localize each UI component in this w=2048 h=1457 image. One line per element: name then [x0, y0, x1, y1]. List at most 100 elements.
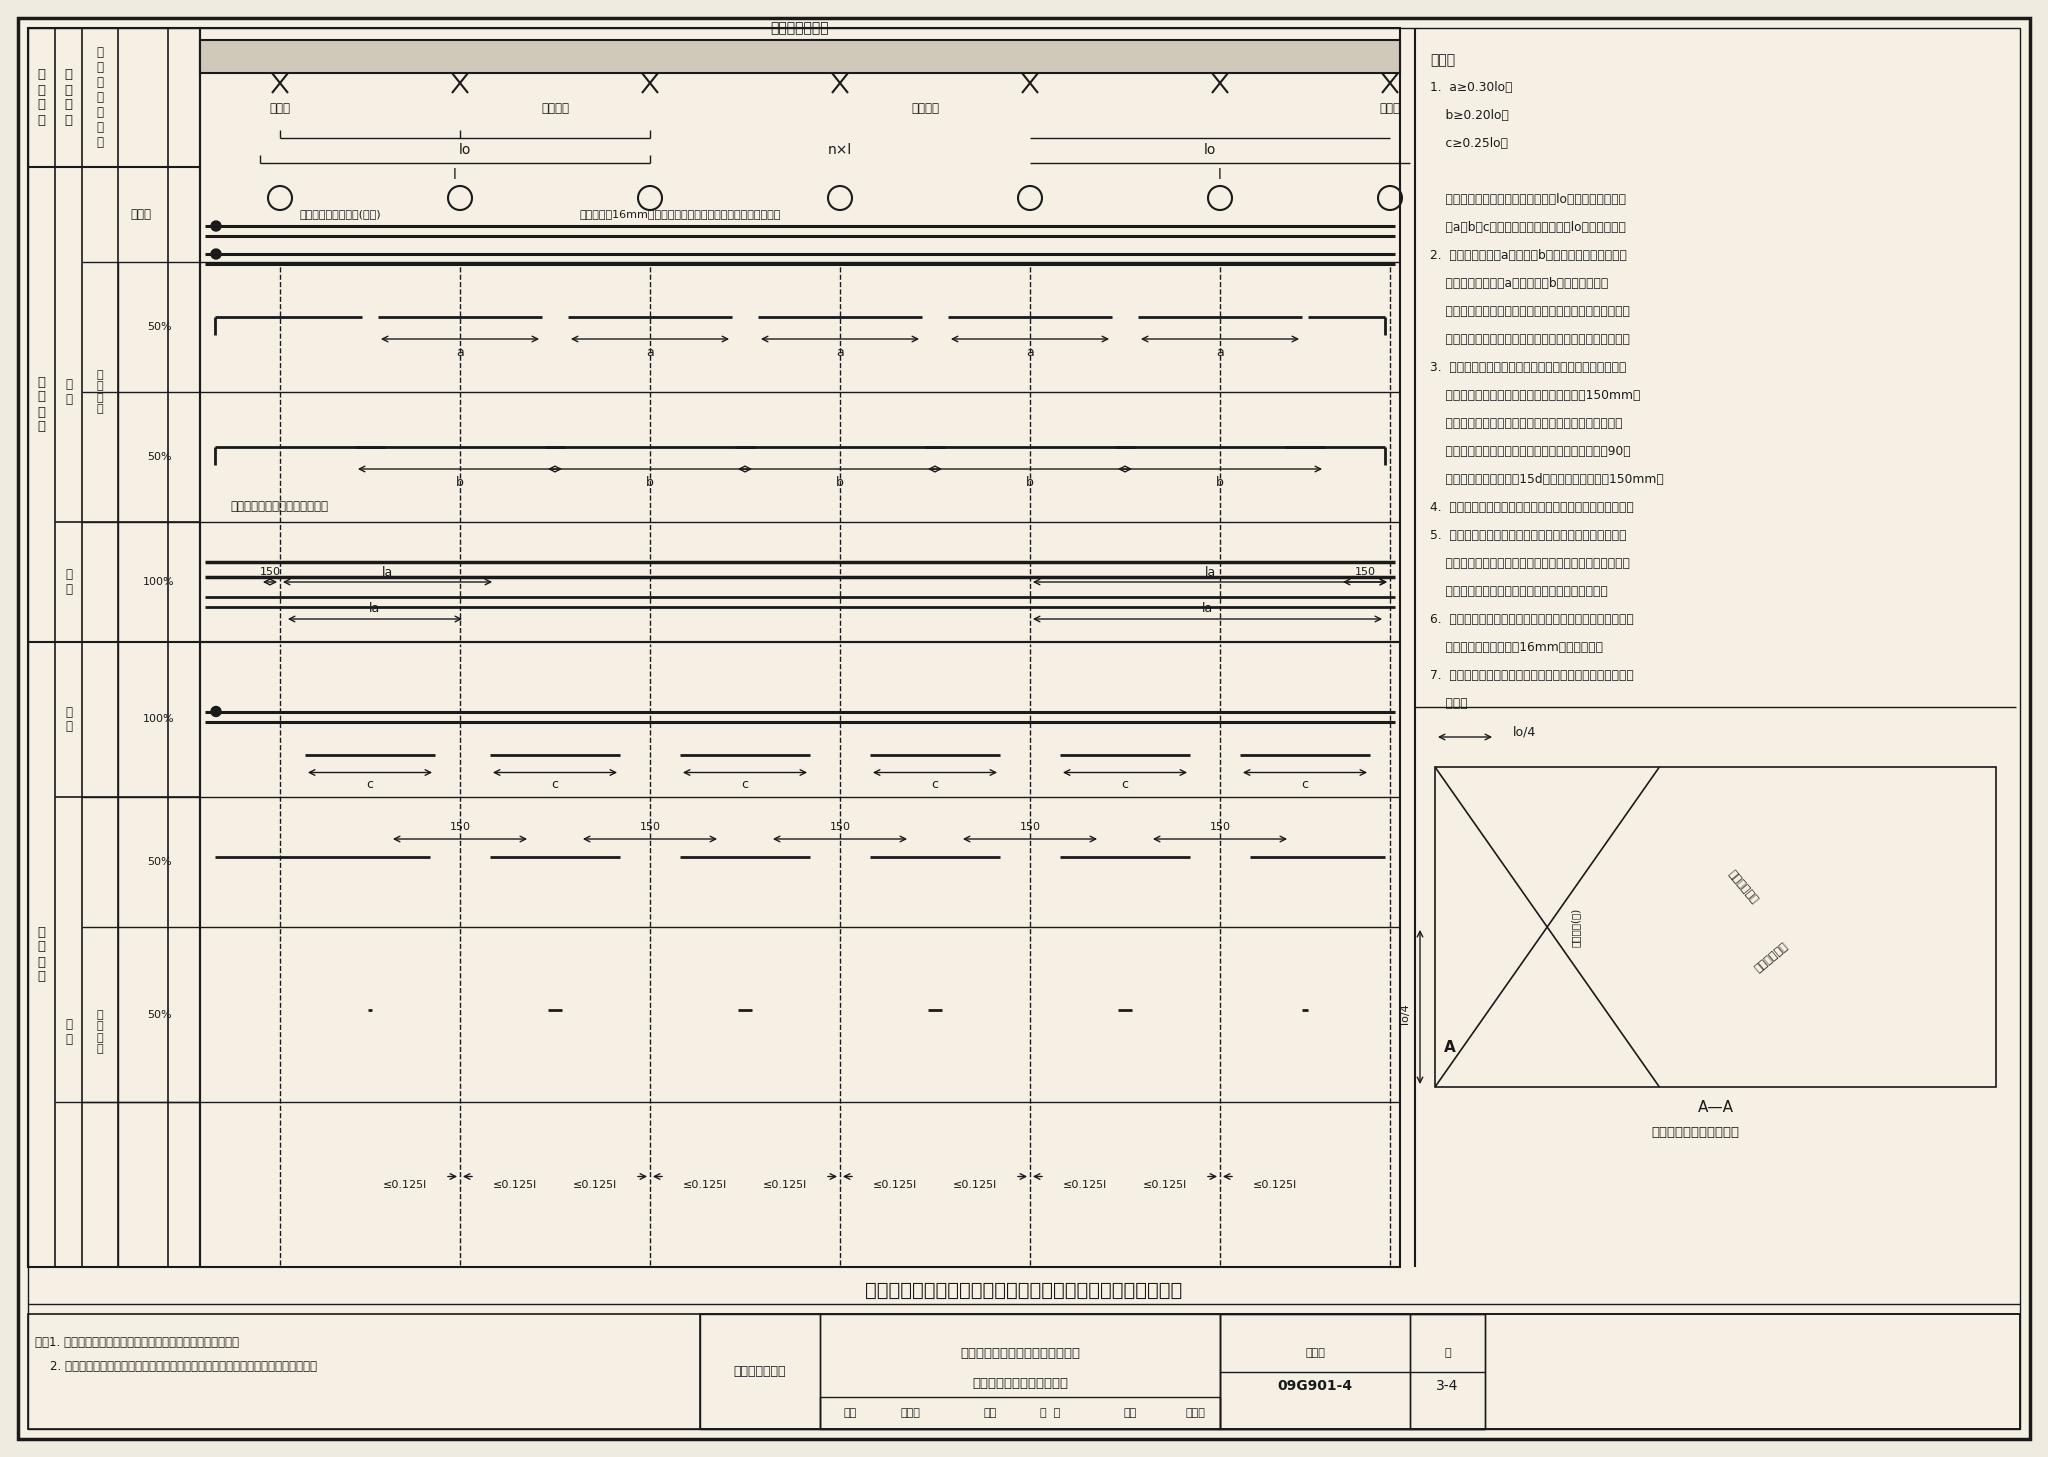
Text: c: c [741, 778, 748, 791]
Text: 张月明: 张月明 [1186, 1407, 1204, 1418]
Text: 底
部: 底 部 [66, 568, 72, 596]
Text: 顶
部: 顶 部 [66, 377, 72, 407]
Text: n×l: n×l [827, 143, 852, 157]
Bar [700, 1314, 819, 1429]
Text: 上部附加钢筋: 上部附加钢筋 [1726, 868, 1759, 905]
Text: ≤0.125l: ≤0.125l [762, 1180, 807, 1189]
Text: 旁a，b，c值均应按两净跨中较大的lo值计算确定。: 旁a，b，c值均应按两净跨中较大的lo值计算确定。 [1430, 221, 1626, 235]
Text: a: a [1026, 345, 1034, 358]
Text: 非抗震无柱帽柱上板带、跨中板带: 非抗震无柱帽柱上板带、跨中板带 [961, 1348, 1079, 1359]
Text: b: b [836, 475, 844, 488]
Text: 7.  本图所示仅为板带分离式排布构造要求，实际配筋以设计: 7. 本图所示仅为板带分离式排布构造要求，实际配筋以设计 [1430, 669, 1634, 682]
Text: a: a [1217, 345, 1225, 358]
Bar [1221, 1314, 1409, 1429]
Text: 校对: 校对 [983, 1407, 997, 1418]
Text: b: b [1026, 475, 1034, 488]
Text: ≤0.125l: ≤0.125l [1063, 1180, 1108, 1189]
Bar [1221, 1314, 1485, 1429]
Text: 钢
筋
部
位: 钢 筋 部 位 [63, 68, 72, 127]
Text: 5.  对于边支座有梁的无梁板，在外角顶部沿对角线方向和: 5. 对于边支座有梁的无梁板，在外角顶部沿对角线方向和 [1430, 529, 1626, 542]
Text: 100%: 100% [143, 577, 174, 587]
Text: b: b [645, 475, 653, 488]
Text: 下部附加钢筋: 下部附加钢筋 [1753, 940, 1790, 973]
Circle shape [211, 249, 221, 259]
Text: lo: lo [459, 143, 471, 157]
Text: 100%: 100% [143, 714, 174, 724]
Text: la: la [1204, 565, 1217, 578]
Text: 姚  刚: 姚 刚 [1040, 1407, 1061, 1418]
Text: 柱
上
板
带: 柱 上 板 带 [37, 376, 45, 434]
Bar [700, 1314, 2019, 1429]
Text: ≤0.125l: ≤0.125l [682, 1180, 727, 1189]
Text: 150: 150 [1354, 567, 1376, 577]
Text: 直径不小于16mm通长钢筋（或利用原有配筋拉通）数量见设计: 直径不小于16mm通长钢筋（或利用原有配筋拉通）数量见设计 [580, 208, 782, 219]
Text: lo/4: lo/4 [1513, 726, 1536, 739]
Text: c: c [932, 778, 938, 791]
Text: 外角底部垂直于对角线方向分别增配满足具体设计要求的: 外角底部垂直于对角线方向分别增配满足具体设计要求的 [1430, 557, 1630, 570]
Text: c: c [1300, 778, 1309, 791]
Bar [29, 28, 201, 1268]
Text: ≤0.125l: ≤0.125l [494, 1180, 537, 1189]
Text: 非
通
长
筋: 非 通 长 筋 [96, 370, 102, 414]
Text: 50%: 50% [147, 857, 172, 867]
Text: 边支座: 边支座 [1380, 102, 1401, 115]
Text: lo/4: lo/4 [1401, 1002, 1409, 1023]
Text: 边跨板带顶部钢筋伸入边梁、墙、柱内的锚固长度不仅: 边跨板带顶部钢筋伸入边梁、墙、柱内的锚固长度不仅 [1430, 417, 1622, 430]
Text: 柱上或跨中板带: 柱上或跨中板带 [770, 20, 829, 35]
Text: ≤0.125l: ≤0.125l [383, 1180, 428, 1189]
Text: 150: 150 [1020, 822, 1040, 832]
Text: 板
带
类
别: 板 带 类 别 [37, 68, 45, 127]
Text: lo: lo [1204, 143, 1217, 157]
Text: 6.  当各边跨板带支座间无梁时，应在板带外边缘的上、下部: 6. 当各边跨板带支座间无梁时，应在板带外边缘的上、下部 [1430, 613, 1634, 627]
Bar [29, 1314, 2019, 1429]
Text: 4.  边跨板带悬挑时，顶部钢筋应勾住板边缘横向通长钢筋。: 4. 边跨板带悬挑时，顶部钢筋应勾住板边缘横向通长钢筋。 [1430, 501, 1634, 514]
Text: 总数为单数，伸入支座钢筋应比不伸入支座钢筋多一根。: 总数为单数，伸入支座钢筋应比不伸入支座钢筋多一根。 [1430, 334, 1630, 345]
Text: 跨
中
板
带: 跨 中 板 带 [37, 925, 45, 983]
Text: 09G901-4: 09G901-4 [1278, 1380, 1352, 1393]
Text: ≤0.125l: ≤0.125l [952, 1180, 997, 1189]
Text: 要满足具体设计值，且应在板边缘横向钢筋内侧做90度: 要满足具体设计值，且应在板边缘横向钢筋内侧做90度 [1430, 444, 1630, 457]
Text: c: c [1122, 778, 1128, 791]
Text: 注：1. 图示板带边支座为柱、框架梁或剪力墙；中间支座为柱。: 注：1. 图示板带边支座为柱、框架梁或剪力墙；中间支座为柱。 [35, 1336, 240, 1349]
Text: 受力钢筋(上): 受力钢筋(上) [1571, 908, 1581, 947]
Text: b≥0.20lo；: b≥0.20lo； [1430, 109, 1509, 122]
Bar [819, 1314, 1221, 1429]
Text: la: la [369, 603, 381, 615]
Text: 150: 150 [1210, 822, 1231, 832]
Text: 3-4: 3-4 [1436, 1380, 1458, 1393]
Text: l: l [1219, 168, 1223, 182]
Text: 页: 页 [1444, 1349, 1450, 1358]
Text: 150: 150 [449, 822, 471, 832]
Text: 为准。: 为准。 [1430, 696, 1468, 710]
Text: 非
通
长
筋: 非 通 长 筋 [96, 1010, 102, 1055]
Text: 3.  边跨板带底部钢筋伸入边梁、墙、柱内的锚固长度不仅: 3. 边跨板带底部钢筋伸入边梁、墙、柱内的锚固长度不仅 [1430, 361, 1626, 374]
Text: 若某中间支座左、右邻跨的净跨值lo不相同，该支座两: 若某中间支座左、右邻跨的净跨值lo不相同，该支座两 [1430, 192, 1626, 205]
Text: 50%: 50% [147, 452, 172, 462]
Text: 通长筋: 通长筋 [131, 208, 152, 221]
Text: 150: 150 [639, 822, 662, 832]
Text: b: b [1217, 475, 1225, 488]
Text: 苟继东: 苟继东 [899, 1407, 920, 1418]
Text: la: la [1202, 603, 1212, 615]
Text: 各设置一根直径不小于16mm的通长钢筋。: 各设置一根直径不小于16mm的通长钢筋。 [1430, 641, 1604, 654]
Circle shape [211, 221, 221, 232]
Text: c≥0.25lo。: c≥0.25lo。 [1430, 137, 1507, 150]
Text: 钢筋总数为单数，a长度筋应比b长度筋多一根。: 钢筋总数为单数，a长度筋应比b长度筋多一根。 [1430, 277, 1608, 290]
Text: 150: 150 [260, 567, 281, 577]
Bar [201, 39, 1401, 73]
Bar [201, 643, 1401, 1268]
Text: 审核: 审核 [844, 1407, 856, 1418]
Text: 50%: 50% [147, 322, 172, 332]
Text: 2. 在柱与柱之间板块交界无支座的范围，板的虚拟支座定位及宽度尺寸以设计为准。: 2. 在柱与柱之间板块交界无支座的范围，板的虚拟支座定位及宽度尺寸以设计为准。 [35, 1361, 317, 1374]
Text: A: A [1444, 1039, 1456, 1055]
Text: 弯折，其垂直段长度为15d；水平段长度不小于150mm。: 弯折，其垂直段长度为15d；水平段长度不小于150mm。 [1430, 474, 1663, 487]
Text: 非抗震无柱帽柱上板带、跨中板带分离式钢筋排布构造示意图: 非抗震无柱帽柱上板带、跨中板带分离式钢筋排布构造示意图 [866, 1281, 1182, 1300]
Text: 分离式钢筋排布构造示意图: 分离式钢筋排布构造示意图 [973, 1377, 1067, 1390]
Bar [1409, 1314, 1485, 1429]
Text: ≤0.125l: ≤0.125l [1143, 1180, 1188, 1189]
Text: 跨中板带底部伸入与不伸入支座的钢筋间隔布置。底部筋: 跨中板带底部伸入与不伸入支座的钢筋间隔布置。底部筋 [1430, 305, 1630, 318]
Text: ≤0.125l: ≤0.125l [1253, 1180, 1296, 1189]
Circle shape [211, 707, 221, 717]
Text: 1.  a≥0.30lo；: 1. a≥0.30lo； [1430, 82, 1513, 95]
Text: ≤0.125l: ≤0.125l [872, 1180, 918, 1189]
